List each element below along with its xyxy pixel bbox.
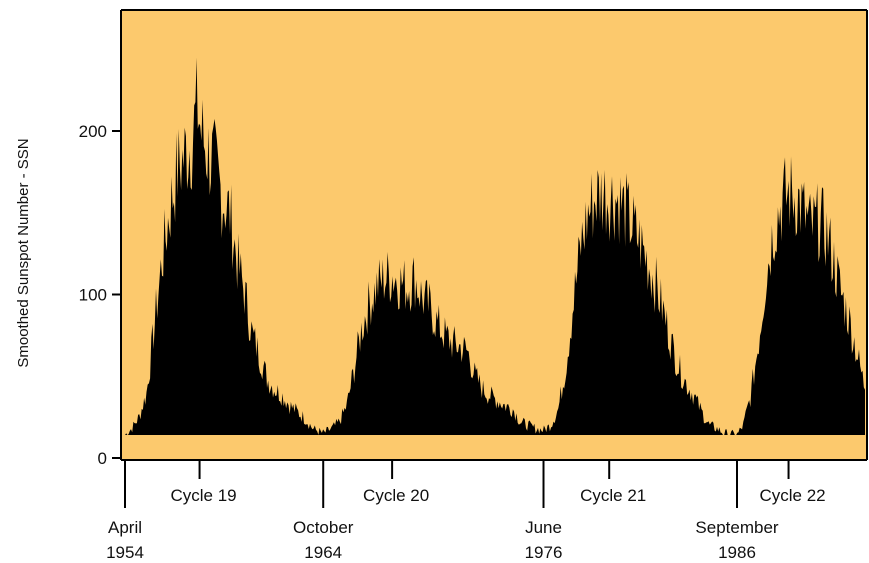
cycle-boundary-year: 1986 bbox=[718, 543, 756, 562]
cycle-boundary-month: October bbox=[293, 518, 354, 537]
y-tick-label: 0 bbox=[98, 449, 107, 468]
baseline-band bbox=[121, 435, 867, 460]
y-tick-label: 100 bbox=[79, 286, 107, 305]
ssn-area bbox=[125, 57, 865, 458]
cycle-boundary-month: September bbox=[695, 518, 778, 537]
cycle-boundary-year: 1964 bbox=[304, 543, 342, 562]
cycle-boundary-month: June bbox=[525, 518, 562, 537]
cycle-label: Cycle 22 bbox=[759, 486, 825, 505]
ssn-area-series bbox=[125, 57, 865, 458]
y-tick-label: 200 bbox=[79, 122, 107, 141]
cycle-boundary-year: 1954 bbox=[106, 543, 144, 562]
cycle-label: Cycle 20 bbox=[363, 486, 429, 505]
cycle-label: Cycle 21 bbox=[580, 486, 646, 505]
y-axis: 0 100 200 bbox=[79, 122, 121, 468]
y-axis-title: Smoothed Sunspot Number - SSN bbox=[15, 138, 32, 367]
x-axis: April 1954 October 1964 June 1976 September 198… bbox=[106, 459, 867, 562]
cycle-boundary-month: April bbox=[108, 518, 142, 537]
cycle-label: Cycle 19 bbox=[170, 486, 236, 505]
cycle-boundary-year: 1976 bbox=[525, 543, 563, 562]
